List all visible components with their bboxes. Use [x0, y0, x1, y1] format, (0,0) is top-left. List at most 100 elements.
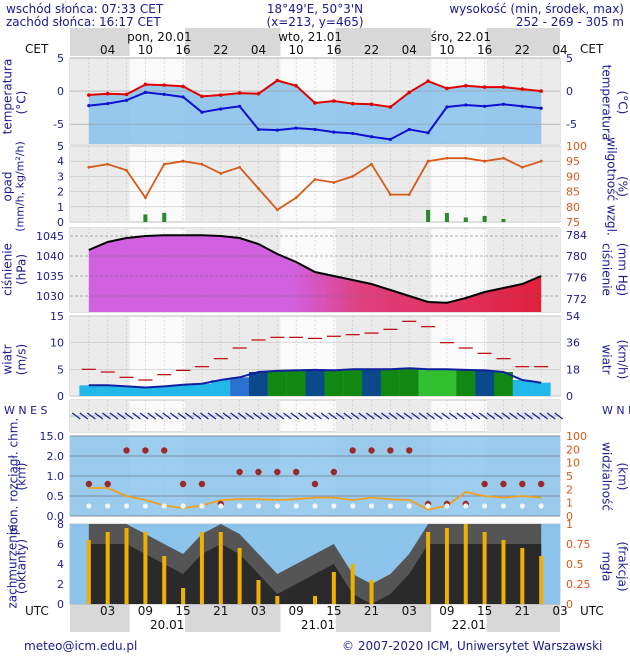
humidity-point	[370, 162, 373, 166]
visibility-ytick: 0	[566, 510, 573, 523]
top-hour-label: 22	[364, 43, 379, 57]
sunrise-text: wschód słońca: 07:33 CET	[6, 2, 164, 16]
precip-bar	[162, 212, 167, 222]
top-day-label: wto, 21.01	[278, 30, 342, 44]
fog-bar	[237, 548, 242, 604]
wind-direction-arrow	[298, 412, 307, 420]
wind-direction-arrow	[71, 412, 81, 420]
contact-email[interactable]: meteo@icm.edu.pl	[24, 639, 138, 653]
wind-speed-bar	[456, 369, 476, 396]
wind-direction-arrow	[132, 412, 141, 420]
coordinates-text: 18°49'E, 50°3'N	[266, 2, 364, 16]
humidity-point	[445, 156, 449, 160]
bottom-night-band	[70, 604, 130, 632]
pressure-mmhg-tick: 784	[566, 229, 587, 242]
wind-kmh-tick: 18	[566, 363, 580, 376]
humidity-point	[143, 196, 147, 200]
wind-direction-arrow	[313, 412, 322, 420]
wind-speed-bar	[117, 386, 137, 396]
temperature-ytick-right: 5	[566, 52, 573, 65]
tz-bottom-right: UTC	[580, 604, 604, 618]
wind-kmh-tick: 36	[566, 337, 580, 350]
dew-point-point	[238, 104, 242, 108]
fog-ytick: 0.75	[566, 538, 591, 551]
temperature-ytick-left: 0	[57, 85, 64, 98]
top-hour-label: 16	[477, 43, 492, 57]
temperature-point	[407, 90, 412, 95]
wind-direction-arrow	[463, 412, 473, 420]
wind-direction-arrow	[320, 412, 330, 420]
cloud-base-point	[180, 503, 186, 509]
humidity-point	[464, 156, 468, 160]
precip-unit: (mm/h, kg/m²/h)	[13, 141, 27, 232]
temperature-point	[520, 87, 525, 91]
dew-point-point	[181, 95, 185, 99]
temperature-point	[463, 83, 468, 88]
cloudbase-ytick: 15.0	[40, 430, 65, 443]
temperature-point	[105, 91, 110, 96]
wind-direction-arrow	[418, 412, 428, 420]
fog-bar	[256, 580, 261, 604]
top-hour-label: 16	[175, 43, 190, 57]
wind-direction-arrow	[478, 412, 488, 420]
top-hour-label: 04	[402, 43, 417, 57]
cloud-base-point	[237, 503, 243, 509]
wind-ytick: 10	[50, 337, 64, 350]
cloud-base-point	[218, 503, 224, 509]
bottom-night-band	[335, 604, 432, 632]
wind-speed-bar	[437, 369, 457, 396]
temperature-point	[332, 99, 336, 103]
visibility-right-title: widzialność	[599, 442, 614, 511]
fog-ytick: 0.5	[566, 558, 584, 571]
top-day-label: pon, 20.01	[127, 30, 192, 44]
humidity-point	[275, 208, 279, 212]
wind-speed-bar	[211, 380, 231, 396]
clouds-ytick: 6	[57, 538, 64, 551]
humidity-point	[483, 159, 487, 163]
top-night-band	[335, 28, 432, 56]
humidity-right-unit: (%)	[615, 176, 630, 197]
humidity-point	[200, 162, 204, 166]
wind-direction-arrow	[237, 412, 247, 420]
humidity-point	[219, 171, 223, 175]
temperature-point	[181, 84, 185, 89]
dew-point-point	[426, 131, 430, 135]
wind-direction-arrow	[260, 412, 270, 420]
wind-kmh-tick: 54	[566, 310, 580, 323]
wind-direction-arrow	[200, 412, 209, 420]
dew-point-point	[351, 131, 355, 136]
wind-speed-bar	[418, 369, 438, 396]
wind-direction-arrow	[169, 412, 179, 420]
fog-right-unit: (frakcja)	[615, 541, 630, 592]
precip-bar	[426, 209, 431, 222]
humidity-ytick: 75	[566, 216, 580, 229]
pressure-title: ciśnienie	[0, 243, 15, 296]
humidity-point	[125, 168, 128, 172]
dew-point-point	[200, 110, 204, 114]
wind-direction-arrow	[192, 412, 202, 420]
cloud-base-point	[368, 503, 375, 509]
clouds-unit: (oktanty)	[14, 538, 29, 595]
precip-ytick: 5	[57, 140, 64, 153]
wind-speed-bar	[135, 387, 155, 396]
fog-bar	[313, 596, 317, 604]
fog-bar	[143, 532, 148, 604]
fog-bar	[162, 556, 167, 604]
temperature-point	[313, 101, 317, 105]
pressure-ytick: 1045	[36, 230, 64, 243]
wind-direction-arrow	[94, 412, 104, 420]
fog-bar	[463, 524, 468, 604]
cloud-base-point	[312, 503, 318, 509]
cloud-extent-point	[236, 468, 243, 476]
humidity-point	[426, 159, 430, 163]
wind-direction-arrow	[139, 412, 149, 420]
humidity-point	[238, 165, 242, 169]
wind-direction-arrow	[207, 412, 217, 420]
temperature-right-title: temperatura	[599, 64, 614, 141]
copyright-text: © 2007-2020 ICM, Uniwersytet Warszawski	[342, 639, 603, 653]
wind-direction-arrow	[426, 412, 435, 420]
pressure-line	[88, 234, 542, 304]
wind-direction-arrow	[290, 412, 300, 420]
wind-direction-arrow	[79, 412, 89, 420]
humidity-point	[106, 162, 110, 166]
